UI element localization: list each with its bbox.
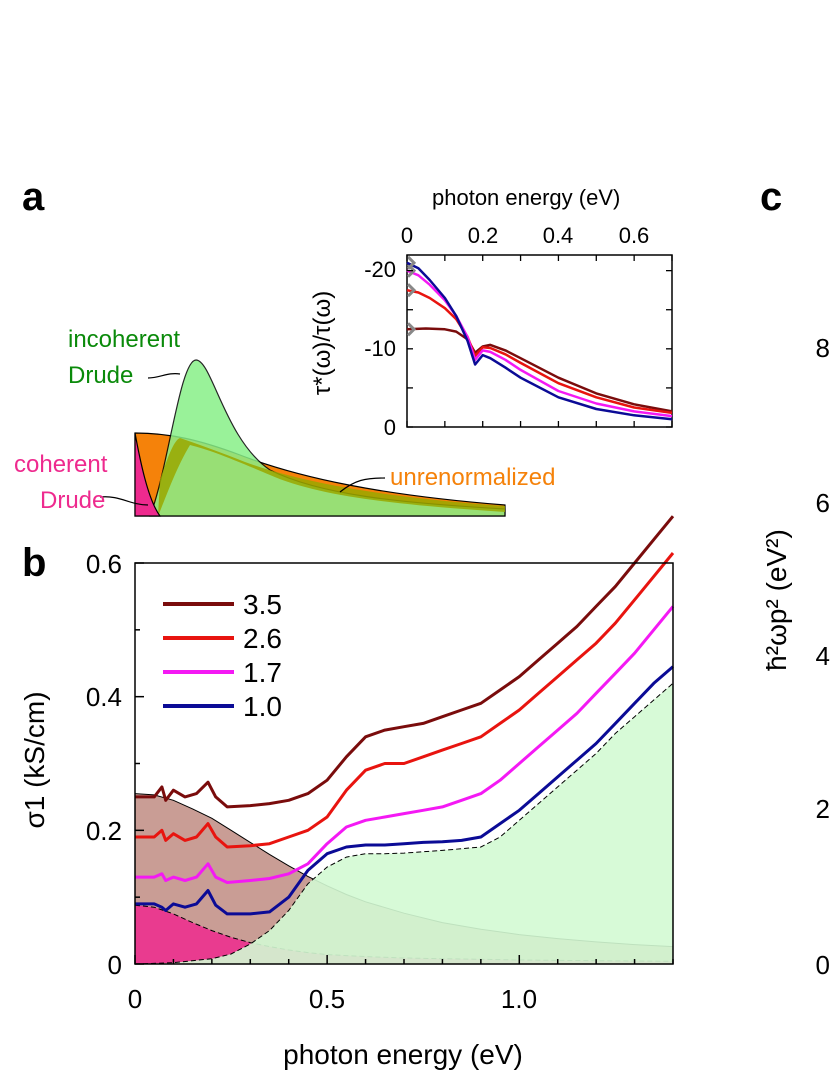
inset-line-2.6 <box>406 288 673 415</box>
c-ytick-6: 6 <box>816 488 830 518</box>
b-xtick-2: 1.0 <box>501 984 537 1014</box>
legend-label-3.5: 3.5 <box>243 589 282 620</box>
b-ytick-2: 0.4 <box>86 682 122 712</box>
inset-ytick-0: -20 <box>364 257 396 282</box>
incoherent-label-1: incoherent <box>68 326 180 353</box>
panel-b-series <box>135 515 675 916</box>
panel-letter-c: c <box>760 175 782 219</box>
b-ytick-0: 0 <box>108 950 122 980</box>
b-ylabel: σ1 (kS/cm) <box>19 691 50 828</box>
b-ytick-3: 0.6 <box>86 549 122 579</box>
incoherent-label-2: Drude <box>68 362 133 389</box>
b-legend: 3.5 2.6 1.7 1.0 <box>163 589 282 722</box>
incoherent-pointer <box>147 372 181 379</box>
inset-marker-3.5 <box>406 322 417 337</box>
shaded-incoherent <box>135 683 673 964</box>
c-ylabel: ħ²ωp² (eV²) <box>761 529 792 671</box>
series-line-1.0 <box>135 665 674 916</box>
series-line-3.5 <box>135 515 675 809</box>
c-ytick-4: 4 <box>816 641 830 671</box>
inset-ticks <box>406 255 673 428</box>
coherent-pointer <box>99 496 149 506</box>
inset-xlabel: photon energy (eV) <box>432 185 620 210</box>
inset-xtick-3: 0.6 <box>619 223 650 248</box>
inset-line-3.5 <box>406 327 673 413</box>
series-line-2.6 <box>135 552 675 849</box>
inset-marker-1.0 <box>406 255 417 270</box>
panel-c-partial: ħ²ωp² (eV²) 8 6 4 2 0 <box>761 333 830 980</box>
panel-b-chart: 0 0.5 1.0 0 0.2 0.4 0.6 photon energy (e… <box>19 515 675 1070</box>
coherent-label-2: Drude <box>40 487 105 514</box>
inset-series-group <box>406 255 673 421</box>
shaded-edge-incoherent <box>134 682 674 965</box>
inset-frame <box>406 254 673 428</box>
legend-label-2.6: 2.6 <box>243 623 282 654</box>
panel-b-ticks <box>134 562 674 965</box>
inset-ytick-1: -10 <box>364 336 396 361</box>
b-xtick-1: 0.5 <box>309 984 345 1014</box>
legend-label-1.0: 1.0 <box>243 691 282 722</box>
unrenormalized-label: unrenormalized <box>390 464 555 491</box>
inset-line-1.0 <box>406 261 673 421</box>
coherent-label-1: coherent <box>14 451 108 478</box>
unrenormalized-pointer <box>339 477 386 493</box>
shaded-unrenormalized <box>135 793 673 964</box>
inset-ylabel: τ*(ω)/τ(ω) <box>309 291 336 395</box>
panel-letter-b: b <box>22 541 46 585</box>
c-ytick-2: 2 <box>816 794 830 824</box>
legend-label-1.7: 1.7 <box>243 657 282 688</box>
inset-marker-2.6 <box>406 283 417 298</box>
panel-a-schematic: incoherent Drude coherent Drude unrenorm… <box>14 326 555 517</box>
panel-letter-a: a <box>22 175 45 219</box>
panel-b-shaded-areas <box>134 682 674 965</box>
overlap-area <box>158 438 505 516</box>
inset-xtick-2: 0.4 <box>543 223 574 248</box>
c-ytick-8: 8 <box>816 333 830 363</box>
b-ytick-1: 0.2 <box>86 816 122 846</box>
c-ytick-0: 0 <box>816 950 830 980</box>
b-xtick-0: 0 <box>128 984 142 1014</box>
inset-xtick-1: 0.2 <box>468 223 499 248</box>
inset-ytick-2: 0 <box>384 415 396 440</box>
b-xlabel: photon energy (eV) <box>283 1039 523 1070</box>
inset-xtick-0: 0 <box>401 223 413 248</box>
series-line-1.7 <box>135 605 675 884</box>
inset-chart: photon energy (eV) 0 0.2 0.4 0.6 -20 -10… <box>309 185 673 440</box>
inset-line-1.7 <box>406 269 673 418</box>
